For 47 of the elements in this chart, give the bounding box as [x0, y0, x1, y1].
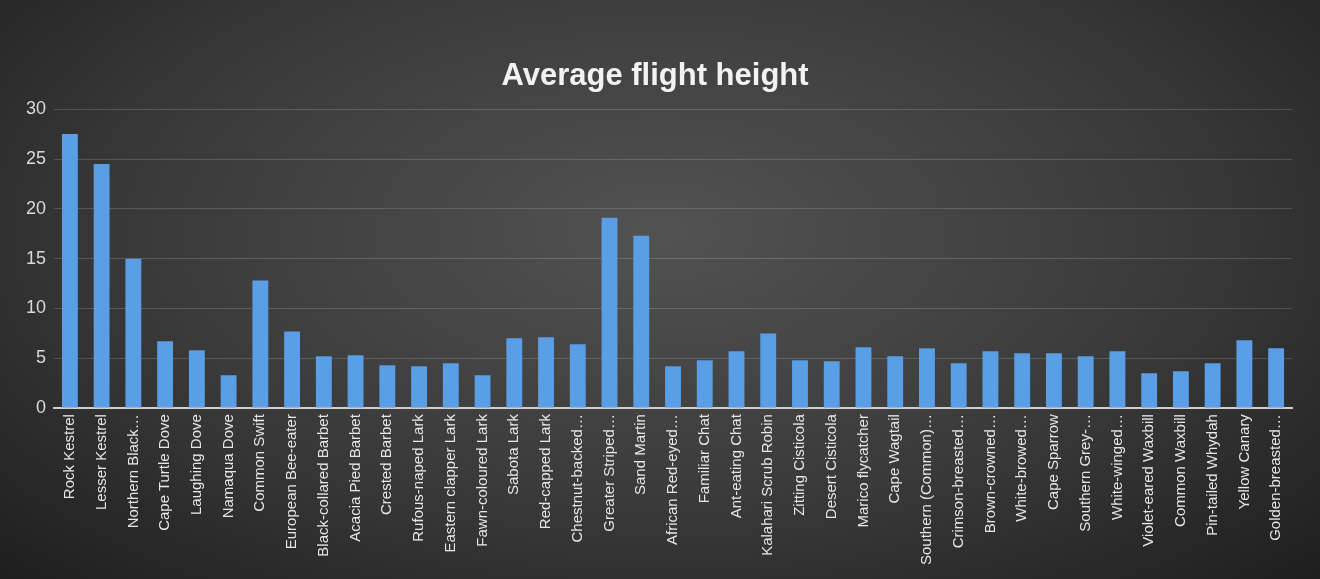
chart-title: Average flight height	[501, 57, 809, 93]
y-tick-label: 15	[25, 247, 47, 268]
y-tick-label: 0	[36, 397, 47, 418]
x-tick-label: Rock Kestrel	[60, 414, 78, 500]
x-tick-label: Crested Barbet	[377, 413, 395, 515]
x-tick-label: Marico flycatcher	[853, 414, 871, 528]
x-tick-label: Rufous-naped Lark	[409, 413, 427, 542]
x-tick-label: Southern (Common)…	[917, 414, 935, 565]
x-tick-label: Common Swift	[250, 413, 268, 512]
x-tick-label: Cape Sparrow	[1044, 413, 1062, 510]
x-tick-label: Southern Grey-…	[1075, 414, 1093, 532]
x-tick-label: Red-capped Lark	[536, 413, 554, 530]
x-tick-label: Common Waxbill	[1171, 414, 1189, 527]
y-tick-label: 10	[25, 297, 47, 318]
x-tick-label: Yellow Canary	[1234, 413, 1252, 510]
x-tick-label: Eastern clapper Lark	[440, 413, 458, 553]
y-tick-label: 5	[36, 347, 47, 368]
y-tick-label: 25	[25, 147, 47, 168]
x-tick-label: Crimson-breasted…	[948, 414, 966, 549]
y-tick-label: 20	[25, 197, 47, 218]
x-tick-label: Acacia Pied Barbet	[345, 413, 363, 542]
x-tick-label: Brown-crowned…	[980, 414, 998, 534]
x-tick-label: European Bee-eater	[282, 414, 300, 550]
x-tick-label: White-browed…	[1012, 414, 1030, 522]
x-tick-label: Greater Striped…	[599, 414, 617, 532]
x-tick-label: Chestnut-backed…	[567, 414, 585, 543]
x-tick-label: Familiar Chat	[694, 413, 712, 504]
x-tick-label: Golden-breasted…	[1266, 414, 1284, 541]
x-tick-label: Northern Black…	[123, 414, 141, 529]
x-tick-label: African Red-eyed…	[663, 414, 681, 546]
y-tick-label: 30	[25, 98, 47, 119]
x-tick-label: Pin-tailed Whydah	[1202, 414, 1220, 536]
x-tick-label: Zitting Cisticola	[790, 413, 808, 516]
x-tick-label: Laughing Dove	[187, 414, 205, 516]
x-tick-label: Ant-eating Chat	[726, 413, 744, 519]
x-tick-label: Kalahari Scrub Robin	[758, 414, 776, 556]
x-tick-label: Lesser Kestrel	[91, 414, 109, 510]
x-tick-label: Fawn-coloured Lark	[472, 413, 490, 547]
x-tick-label: Namaqua Dove	[218, 414, 236, 519]
x-tick-label: Sabota Lark	[504, 413, 522, 495]
x-tick-label: Black-collared Barbet	[313, 413, 331, 557]
x-tick-label: Cape Turtle Dove	[155, 414, 173, 531]
x-tick-label: White-winged…	[1107, 414, 1125, 520]
x-tick-label: Cape Wagtail	[885, 414, 903, 504]
x-tick-label: Violet-eared Waxbill	[1139, 414, 1157, 547]
x-tick-label: Desert Cisticola	[821, 413, 839, 520]
x-tick-label: Sand Martin	[631, 414, 649, 495]
